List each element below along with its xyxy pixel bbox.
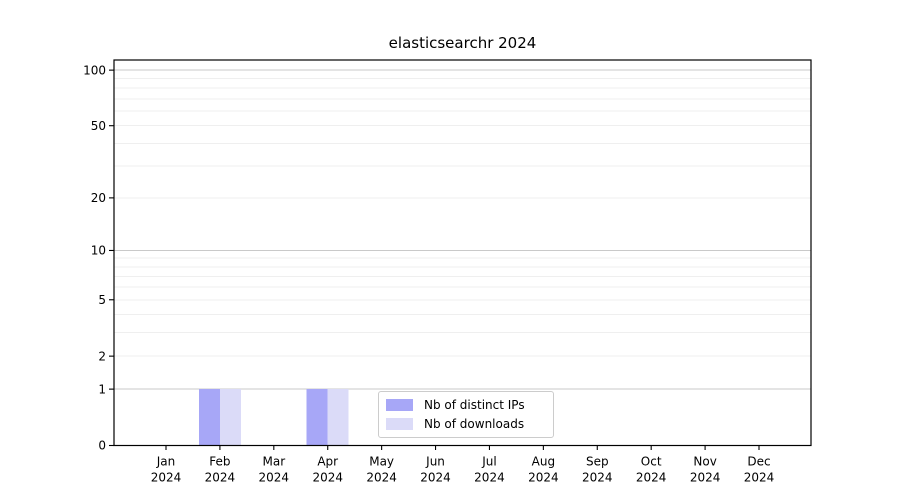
legend-swatch-downloads (386, 418, 413, 430)
y-tick-label: 5 (98, 293, 106, 307)
x-tick-label-year: 2024 (582, 471, 613, 485)
legend-entry-downloads: Nb of downloads (386, 417, 553, 431)
x-tick-label-month: Jan (156, 455, 176, 469)
legend-swatch-distinct-ips (386, 399, 413, 411)
x-tick-label-year: 2024 (744, 471, 775, 485)
x-tick-label-year: 2024 (366, 471, 397, 485)
y-tick-label: 20 (91, 191, 106, 205)
x-tick-label-year: 2024 (259, 471, 290, 485)
legend-entry-distinct-ips: Nb of distinct IPs (386, 398, 553, 412)
bar-downloads (327, 389, 349, 446)
x-tick-label-month: Dec (747, 455, 770, 469)
x-tick-label-year: 2024 (528, 471, 559, 485)
x-tick-label-month: Oct (641, 455, 662, 469)
x-tick-label-year: 2024 (636, 471, 667, 485)
x-tick-label-month: May (369, 455, 394, 469)
x-tick-label-year: 2024 (312, 471, 343, 485)
chart-title: elasticsearchr 2024 (388, 34, 537, 52)
legend: Nb of distinct IPs Nb of downloads (378, 391, 554, 438)
bar-distinct-ips (198, 389, 220, 446)
plot-border (113, 59, 812, 447)
x-tick-label-year: 2024 (205, 471, 236, 485)
bar-distinct-ips (306, 389, 328, 446)
legend-label-downloads: Nb of downloads (424, 417, 525, 431)
x-tick-label-year: 2024 (690, 471, 721, 485)
legend-label-distinct-ips: Nb of distinct IPs (424, 398, 525, 412)
y-tick-label: 1 (98, 382, 106, 396)
x-tick-label-year: 2024 (474, 471, 505, 485)
x-tick-label-year: 2024 (151, 471, 182, 485)
x-tick-label-month: Jul (481, 455, 496, 469)
bar-downloads (219, 389, 241, 446)
x-tick-label-year: 2024 (420, 471, 451, 485)
x-tick-label-month: Sep (586, 455, 609, 469)
y-tick-label: 100 (83, 63, 106, 77)
x-tick-label-month: Aug (532, 455, 555, 469)
x-tick-label-month: Jun (425, 455, 445, 469)
y-tick-label: 0 (98, 439, 106, 453)
x-tick-label-month: Apr (317, 455, 338, 469)
x-tick-label-month: Nov (693, 455, 716, 469)
x-tick-label-month: Mar (262, 455, 285, 469)
y-tick-label: 2 (98, 349, 106, 363)
y-tick-label: 10 (91, 244, 106, 258)
y-tick-label: 50 (91, 119, 106, 133)
x-tick-label-month: Feb (209, 455, 230, 469)
